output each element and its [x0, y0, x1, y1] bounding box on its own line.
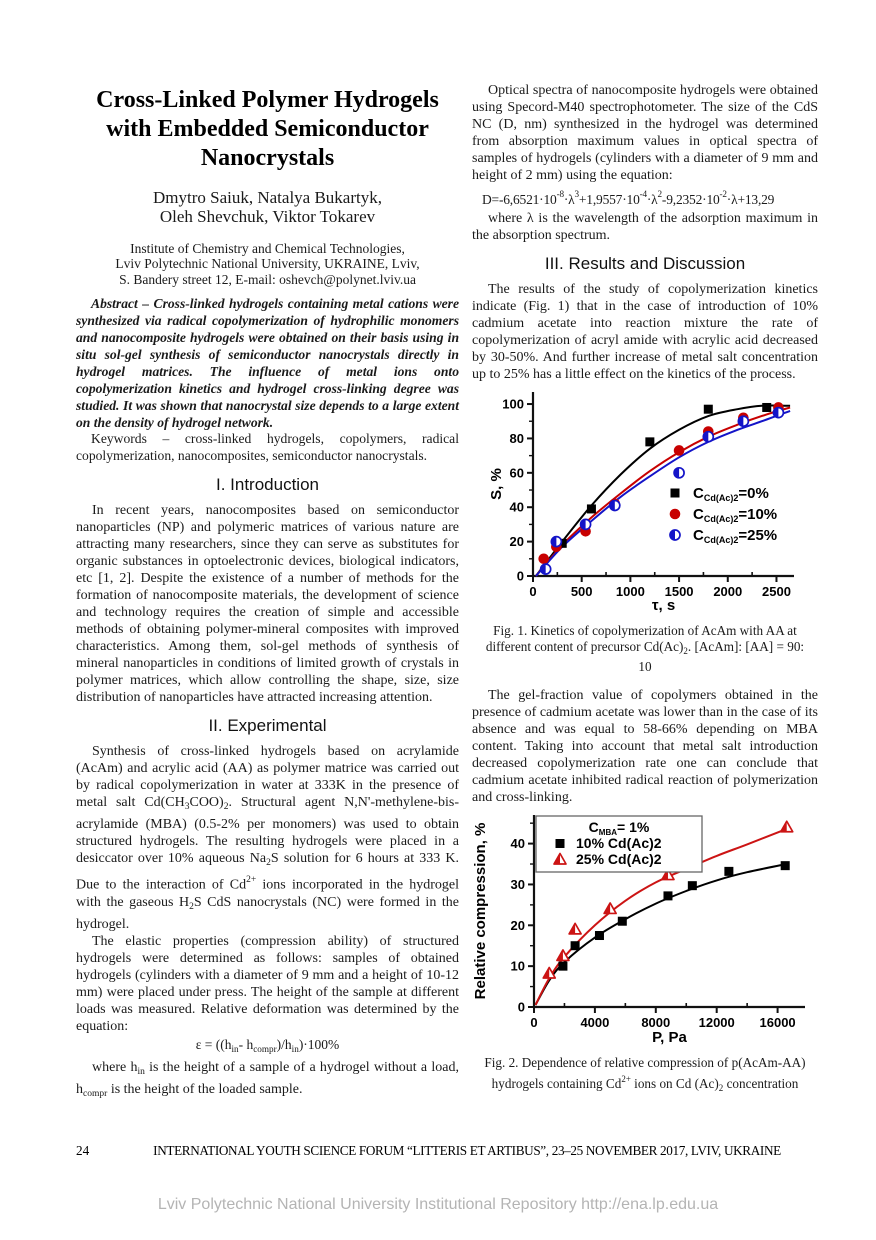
svg-text:P, Pa: P, Pa — [652, 1029, 687, 1046]
results-paragraph-1: The results of the study of copolymeriza… — [472, 281, 818, 382]
svg-text:60: 60 — [510, 465, 524, 480]
svg-text:CCd(Ac)2=10%: CCd(Ac)2=10% — [693, 506, 777, 524]
svg-text:30: 30 — [511, 877, 525, 892]
svg-text:25% Cd(Ac)2: 25% Cd(Ac)2 — [576, 851, 662, 867]
svg-text:0: 0 — [529, 584, 536, 599]
authors: Dmytro Saiuk, Natalya Bukartyk, Oleh She… — [153, 188, 382, 226]
results-paragraph-2: The gel-fraction value of copolymers obt… — [472, 687, 818, 805]
figure-2: 0 4000 8000 12000 16000 0 10 20 30 40 P, Pa Relativ… — [472, 809, 818, 1051]
fig1-kinetics-chart: 0 500 1000 1500 2000 2500 0 20 40 60 80 100 τ, s S, %… — [488, 391, 794, 614]
fig2-compression-chart: 0 4000 8000 12000 16000 0 10 20 30 40 P, Pa Relativ… — [472, 814, 805, 1046]
wavelength-note-paragraph: where λ is the wavelength of the adsorpt… — [472, 210, 818, 243]
svg-text:0: 0 — [517, 568, 524, 583]
deformation-equation: ε = ((hin- hcompr)/hin)·100% — [195, 1036, 340, 1055]
introduction-paragraph: In recent years, nanocomposites based on… — [76, 503, 459, 706]
right-column: Optical spectra of nanocomposite hydroge… — [472, 82, 818, 1096]
experimental-paragraph-3: where hin is the height of a sample of a… — [76, 1060, 459, 1100]
experimental-paragraph-1: Synthesis of cross-linked hydrogels base… — [76, 744, 460, 932]
page-number: 24 — [76, 1143, 90, 1158]
svg-text:CMBA= 1%: CMBA= 1% — [589, 819, 650, 837]
abstract: Abstract – Cross-linked hydrogels contai… — [76, 296, 459, 430]
svg-text:τ, s: τ, s — [652, 597, 675, 614]
left-column: Cross-Linked Polymer Hydrogels with Embe… — [76, 86, 459, 1103]
svg-text:0: 0 — [518, 999, 525, 1014]
diameter-equation: D=-6,6521·10-8·λ3+1,9557·10-4·λ2-9,2352·… — [482, 189, 775, 207]
paper-title: Cross-Linked Polymer Hydrogels with Embe… — [96, 87, 439, 171]
svg-text:10% Cd(Ac)2: 10% Cd(Ac)2 — [576, 835, 662, 851]
affiliation: Institute of Chemistry and Chemical Tech… — [115, 241, 420, 287]
svg-text:20: 20 — [511, 918, 525, 933]
optical-spectra-paragraph: Optical spectra of nanocomposite hydroge… — [472, 83, 818, 183]
svg-text:16000: 16000 — [760, 1015, 796, 1030]
svg-text:CCd(Ac)2=0%: CCd(Ac)2=0% — [693, 485, 769, 503]
svg-text:Relative compression, %: Relative compression, % — [472, 822, 489, 999]
section-heading-experimental: II. Experimental — [208, 716, 327, 736]
svg-text:0: 0 — [530, 1015, 537, 1030]
svg-text:1500: 1500 — [665, 584, 694, 599]
keywords: Keywords – cross-linked hydrogels, copol… — [76, 431, 459, 464]
experimental-paragraph-2: The elastic properties (compression abil… — [76, 933, 459, 1034]
svg-text:40: 40 — [511, 836, 525, 851]
svg-text:40: 40 — [510, 500, 524, 515]
svg-text:2500: 2500 — [762, 584, 791, 599]
svg-text:4000: 4000 — [580, 1015, 609, 1030]
svg-text:2000: 2000 — [713, 584, 742, 599]
svg-text:80: 80 — [510, 431, 524, 446]
section-heading-introduction: I. Introduction — [215, 475, 319, 495]
repository-watermark: Lviv Polytechnic National University Ins… — [157, 1196, 719, 1213]
svg-text:CCd(Ac)2=25%: CCd(Ac)2=25% — [693, 527, 777, 545]
figure-2-caption: Fig. 2. Dependence of relative compressi… — [484, 1054, 806, 1093]
svg-text:10: 10 — [511, 958, 525, 973]
svg-text:1000: 1000 — [616, 584, 645, 599]
figure-1-caption: Fig. 1. Kinetics of copolymerization of … — [485, 622, 805, 674]
section-heading-results: III. Results and Discussion — [544, 253, 746, 273]
footer-conference-text: INTERNATIONAL YOUTH SCIENCE FORUM “LITTE… — [153, 1143, 781, 1158]
page-footer: 24 INTERNATIONAL YOUTH SCIENCE FORUM “LI… — [76, 1143, 816, 1159]
svg-text:20: 20 — [510, 534, 524, 549]
svg-text:S, %: S, % — [488, 468, 505, 500]
svg-text:100: 100 — [502, 396, 524, 411]
figure-1: 0 500 1000 1500 2000 2500 0 20 40 60 80 100 τ, s S, %… — [488, 386, 818, 619]
svg-text:8000: 8000 — [641, 1015, 670, 1030]
svg-text:500: 500 — [571, 584, 593, 599]
svg-text:12000: 12000 — [699, 1015, 735, 1030]
